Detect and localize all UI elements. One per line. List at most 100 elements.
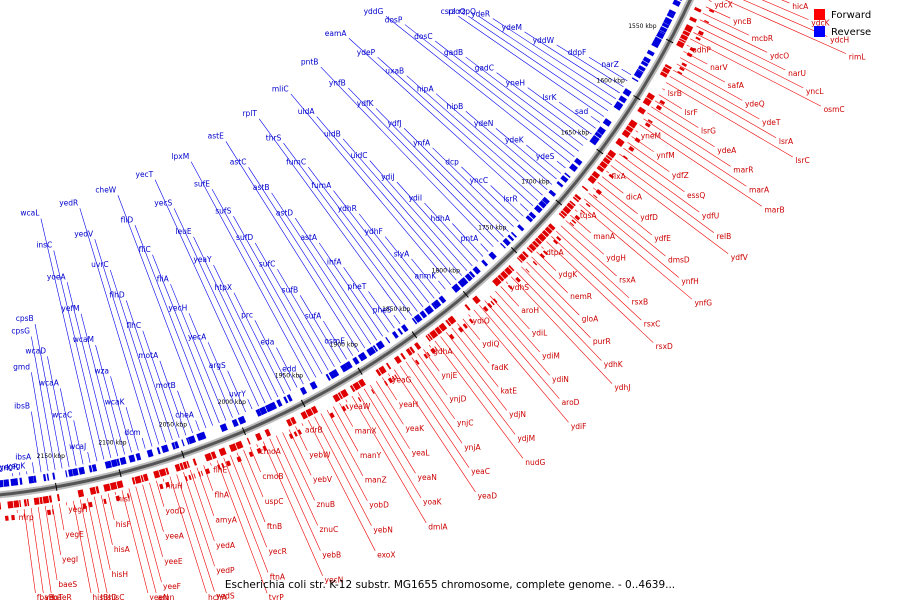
forward-gene-block <box>134 475 142 484</box>
reverse-leader <box>404 24 575 158</box>
reverse-leader <box>254 242 329 371</box>
forward-leader <box>363 388 416 474</box>
forward-leader <box>236 452 266 523</box>
forward-gene-block <box>305 408 314 417</box>
forward-leader <box>623 147 685 192</box>
forward-gene-label: ydfV <box>731 253 749 262</box>
forward-gene-label: baeR <box>53 593 72 600</box>
reverse-leader <box>59 388 77 466</box>
forward-gene-label: yeeN <box>149 593 168 600</box>
reverse-gene-block <box>171 442 176 450</box>
reverse-leader <box>318 242 383 337</box>
forward-leader <box>262 441 323 576</box>
forward-gene-block <box>661 66 671 75</box>
reverse-gene-label: yoeA <box>47 272 67 281</box>
forward-leader <box>295 426 308 451</box>
reverse-leader <box>277 269 335 367</box>
forward-gene-label: ynjD <box>449 395 466 404</box>
reverse-gene-block <box>663 16 673 26</box>
forward-gene-block <box>541 229 550 238</box>
forward-gene-label: nudG <box>525 458 545 467</box>
reverse-gene-label: astC <box>230 158 247 167</box>
forward-gene-block <box>358 378 366 388</box>
forward-leader <box>423 349 440 372</box>
reverse-leader <box>190 161 310 381</box>
reverse-leader <box>480 243 489 252</box>
forward-gene-label: yecN <box>325 576 344 585</box>
forward-gene-label: yedA <box>216 541 236 550</box>
reverse-leader <box>94 239 160 445</box>
reverse-gene-block <box>464 274 472 282</box>
forward-leader <box>526 261 580 316</box>
reverse-leader <box>254 320 292 391</box>
forward-leader <box>128 488 157 594</box>
legend: Forward Reverse <box>814 9 871 38</box>
reverse-leader <box>348 38 534 207</box>
forward-leader <box>627 142 670 172</box>
reverse-leader <box>384 236 435 299</box>
forward-leader <box>196 467 215 516</box>
forward-leader <box>473 309 569 423</box>
reverse-gene-block <box>424 306 433 315</box>
reverse-leader <box>375 108 504 237</box>
reverse-leader <box>276 347 298 388</box>
ruler-label: 1650 kbp <box>561 130 589 137</box>
reverse-gene-block <box>328 370 337 380</box>
reverse-gene-block <box>637 65 646 72</box>
reverse-leader <box>195 420 200 431</box>
reverse-gene-label: yegK <box>7 461 27 470</box>
reverse-gene-label: fumA <box>311 181 332 190</box>
forward-leader <box>679 57 726 83</box>
reverse-leader <box>461 166 519 222</box>
legend-forward: Forward <box>831 10 871 21</box>
forward-gene-block <box>464 304 471 311</box>
forward-leader <box>249 446 261 473</box>
reverse-gene-label: ynfA <box>413 138 431 147</box>
forward-gene-label: safA <box>728 81 745 90</box>
reverse-gene-label: cpsG <box>11 327 30 336</box>
reverse-gene-label: uidA <box>298 107 316 116</box>
forward-leader <box>597 182 638 215</box>
forward-gene-label: ydhJ <box>614 383 630 392</box>
forward-gene-label: rsxD <box>656 342 673 351</box>
reverse-leader <box>368 291 395 329</box>
reverse-gene-label: ydfJ <box>388 119 402 128</box>
forward-leader <box>169 476 207 594</box>
leader-lines <box>12 0 847 594</box>
gene-track <box>0 0 715 521</box>
forward-gene-label: tqsA <box>580 211 598 220</box>
reverse-leader <box>207 342 240 415</box>
forward-leader <box>275 435 318 526</box>
forward-leader <box>570 214 591 234</box>
reverse-gene-label: dcp <box>445 157 459 166</box>
reverse-leader <box>134 225 213 426</box>
forward-leader <box>93 496 111 571</box>
forward-leader <box>669 76 777 139</box>
reverse-leader <box>110 376 132 453</box>
forward-leader <box>510 276 613 384</box>
reverse-gene-block <box>651 40 660 49</box>
reverse-leader <box>403 128 509 232</box>
reverse-gene-label: yedR <box>59 198 78 207</box>
reverse-leader <box>31 411 42 473</box>
forward-gene-block <box>337 392 344 400</box>
forward-leader <box>489 295 540 353</box>
forward-gene-block <box>300 411 309 420</box>
forward-gene-label: fbaB <box>37 593 54 600</box>
reverse-gene-label: wcaK <box>105 397 126 406</box>
forward-gene-label: ftnB <box>267 522 282 531</box>
forward-gene-block <box>625 125 634 133</box>
reverse-leader <box>524 31 620 94</box>
forward-gene-label: marA <box>749 185 770 194</box>
forward-gene-block <box>516 257 523 263</box>
reverse-gene-block <box>286 394 293 402</box>
forward-gene-block <box>572 196 580 203</box>
forward-gene-label: yeaH <box>399 400 418 409</box>
reverse-gene-label: htpX <box>214 283 232 292</box>
forward-leader <box>593 187 652 236</box>
reverse-gene-block <box>68 469 74 477</box>
reverse-gene-block <box>432 299 442 309</box>
reverse-gene-label: hipA <box>417 84 435 93</box>
reverse-gene-label: slyA <box>394 249 410 258</box>
